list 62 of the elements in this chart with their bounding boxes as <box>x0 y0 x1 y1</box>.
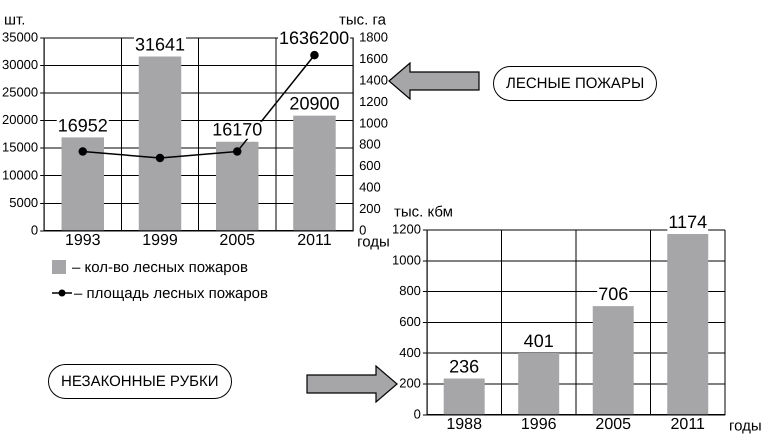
y-tick-label: 10000 <box>2 167 38 182</box>
annotation: 1636200 <box>279 28 350 48</box>
bar <box>592 306 634 414</box>
y-tick-label: 5000 <box>9 194 38 210</box>
y-axis-title: шт. <box>4 12 26 29</box>
y2-tick-label: 1600 <box>359 51 388 66</box>
y2-tick-label: 1200 <box>359 94 388 109</box>
y2-tick-label: 600 <box>359 158 381 174</box>
x-tick-label: 1999 <box>142 232 178 249</box>
y-tick-label: 800 <box>399 283 421 298</box>
data-label: 236 <box>449 356 480 376</box>
text: НЕЗАКОННЫЕ РУБКИ <box>48 364 232 399</box>
x-tick-label: 1988 <box>446 416 482 433</box>
data-label: 31641 <box>134 34 186 54</box>
y2-tick-label: 1000 <box>359 115 388 130</box>
bar <box>293 116 336 230</box>
y2-tick-label: 200 <box>359 200 381 216</box>
y-tick-label: 400 <box>399 344 421 360</box>
bar <box>138 56 182 230</box>
y2-tick-label: 400 <box>359 180 381 195</box>
y-tick-label: 1000 <box>392 252 421 268</box>
point <box>232 147 242 156</box>
y-tick-label: 35000 <box>2 30 38 45</box>
y2-tick-label: 1400 <box>359 72 388 88</box>
point <box>78 147 88 156</box>
bar <box>667 234 708 414</box>
y-tick-label: 1200 <box>392 222 421 237</box>
y2-tick-label: 800 <box>359 136 381 152</box>
bar <box>518 353 560 414</box>
bar <box>216 142 258 230</box>
data-label: 16170 <box>212 120 262 140</box>
x-tick-label: 2005 <box>219 232 256 249</box>
x-tick-label: 2005 <box>595 416 632 433</box>
bar <box>62 137 104 230</box>
y-axis-title: тыс. кбм <box>394 204 453 221</box>
data-label: 706 <box>598 284 628 304</box>
y-tick-label: 0 <box>414 406 421 422</box>
x-tick-label: 1996 <box>520 416 557 433</box>
y-tick-label: 0 <box>30 222 38 238</box>
y-tick-label: 600 <box>399 314 421 329</box>
y2-tick-label: 0 <box>359 222 366 238</box>
x-tick-label: 2011 <box>670 416 706 433</box>
data-label: 20900 <box>289 94 340 114</box>
legend-label: – площадь лесных пожаров <box>74 284 268 302</box>
y2-axis-title: тыс. га <box>339 12 387 29</box>
y2-tick-label: 1800 <box>359 30 388 45</box>
data-label: 16952 <box>58 115 108 136</box>
legend-label: – кол-во лесных пожаров <box>72 258 248 276</box>
x-axis-title: годы <box>729 417 762 434</box>
y-tick-label: 15000 <box>2 140 38 155</box>
point <box>310 50 319 60</box>
data-label: 401 <box>524 331 554 352</box>
point <box>156 154 164 162</box>
y-tick-label: 25000 <box>2 84 38 100</box>
data-label: 1174 <box>668 212 708 232</box>
x-tick-label: 1993 <box>64 232 101 249</box>
bar <box>444 378 485 414</box>
y-tick-label: 200 <box>399 376 421 391</box>
text: ЛЕСНЫЕ ПОЖАРЫ <box>493 66 658 101</box>
y-tick-label: 20000 <box>2 112 38 128</box>
y-tick-label: 30000 <box>2 57 38 72</box>
x-tick-label: 2011 <box>297 232 332 249</box>
